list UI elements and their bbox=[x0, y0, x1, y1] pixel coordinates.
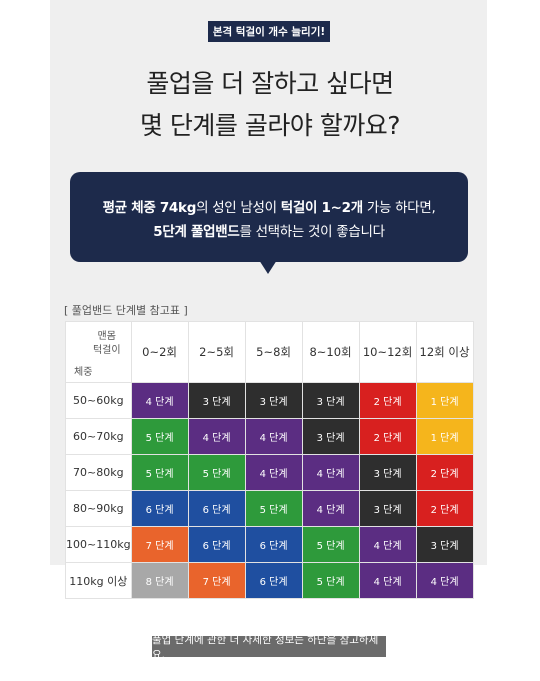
table-header-row: 맨몸 턱걸이 체중 0~2회 2~5회 5~8회 8~10회 10~12회 12회 이상 bbox=[65, 321, 474, 383]
row-header-weight: 110kg 이상 bbox=[65, 562, 132, 599]
band-level-cell: 5 단계 bbox=[130, 418, 189, 455]
table-corner-cell: 맨몸 턱걸이 체중 bbox=[65, 321, 132, 383]
band-level-cell: 6 단계 bbox=[130, 490, 189, 527]
bubble-text-segment: 를 선택하는 것이 좋습니다 bbox=[239, 224, 385, 240]
table-row: 80~90kg 6 단계 6 단계 5 단계 4 단계 3 단계 2 단계 bbox=[65, 490, 474, 527]
band-level-cell: 4 단계 bbox=[301, 454, 360, 491]
band-level-cell: 5 단계 bbox=[301, 526, 360, 563]
table-row: 70~80kg 5 단계 5 단계 4 단계 4 단계 3 단계 2 단계 bbox=[65, 454, 474, 491]
band-level-cell: 2 단계 bbox=[415, 454, 474, 491]
column-header: 8~10회 bbox=[301, 321, 360, 383]
column-header: 0~2회 bbox=[130, 321, 189, 383]
band-level-cell: 6 단계 bbox=[244, 562, 303, 599]
row-header-weight: 50~60kg bbox=[65, 382, 132, 419]
column-header: 10~12회 bbox=[358, 321, 417, 383]
band-level-cell: 5 단계 bbox=[130, 454, 189, 491]
bubble-text-segment: 의 성인 남성이 bbox=[196, 200, 281, 216]
band-reference-table: 맨몸 턱걸이 체중 0~2회 2~5회 5~8회 8~10회 10~12회 12회 이상 5… bbox=[65, 321, 474, 599]
corner-label-weight: 체중 bbox=[74, 367, 93, 378]
band-level-cell: 4 단계 bbox=[301, 490, 360, 527]
band-level-cell: 3 단계 bbox=[301, 418, 360, 455]
band-level-cell: 4 단계 bbox=[130, 382, 189, 419]
table-row: 50~60kg 4 단계 3 단계 3 단계 3 단계 2 단계 1 단계 bbox=[65, 382, 474, 419]
band-level-cell: 1 단계 bbox=[415, 418, 474, 455]
row-header-weight: 60~70kg bbox=[65, 418, 132, 455]
band-level-cell: 6 단계 bbox=[187, 526, 246, 563]
corner-label-pullups: 맨몸 턱걸이 bbox=[92, 331, 121, 356]
bubble-tail bbox=[259, 260, 277, 274]
bubble-text-segment: 5단계 풀업밴드 bbox=[153, 224, 240, 240]
band-level-cell: 5 단계 bbox=[187, 454, 246, 491]
band-level-cell: 2 단계 bbox=[358, 382, 417, 419]
column-header: 5~8회 bbox=[244, 321, 303, 383]
band-level-cell: 3 단계 bbox=[358, 490, 417, 527]
band-level-cell: 3 단계 bbox=[358, 454, 417, 491]
band-level-cell: 4 단계 bbox=[187, 418, 246, 455]
band-level-cell: 2 단계 bbox=[415, 490, 474, 527]
band-level-cell: 7 단계 bbox=[130, 526, 189, 563]
band-level-cell: 3 단계 bbox=[187, 382, 246, 419]
band-level-cell: 8 단계 bbox=[130, 562, 189, 599]
row-header-weight: 80~90kg bbox=[65, 490, 132, 527]
column-header: 12회 이상 bbox=[415, 321, 474, 383]
bubble-text-segment: 평균 체중 74kg bbox=[102, 200, 197, 216]
table-row: 110kg 이상 8 단계 7 단계 6 단계 5 단계 4 단계 4 단계 bbox=[65, 562, 474, 599]
header-badge: 본격 턱걸이 개수 늘리기! bbox=[208, 21, 330, 42]
bubble-line-1: 평균 체중 74kg의 성인 남성이 턱걸이 1~2개 가능 하다면, bbox=[70, 196, 468, 216]
bubble-text-segment: 가능 하다면, bbox=[362, 200, 436, 216]
headline-line-2: 몇 단계를 골라야 할까요? bbox=[139, 111, 401, 140]
footer-note: 풀업 단계에 관한 더 자세한 정보는 하단을 참고하세요. bbox=[152, 634, 386, 661]
speech-bubble: 평균 체중 74kg의 성인 남성이 턱걸이 1~2개 가능 하다면, 5단계 … bbox=[70, 172, 468, 274]
band-level-cell: 1 단계 bbox=[415, 382, 474, 419]
table-row: 60~70kg 5 단계 4 단계 4 단계 3 단계 2 단계 1 단계 bbox=[65, 418, 474, 455]
row-header-weight: 70~80kg bbox=[65, 454, 132, 491]
table-row: 100~110kg 7 단계 6 단계 6 단계 5 단계 4 단계 3 단계 bbox=[65, 526, 474, 563]
band-level-cell: 5 단계 bbox=[301, 562, 360, 599]
column-header: 2~5회 bbox=[187, 321, 246, 383]
band-level-cell: 2 단계 bbox=[358, 418, 417, 455]
band-level-cell: 3 단계 bbox=[415, 526, 474, 563]
band-level-cell: 4 단계 bbox=[358, 526, 417, 563]
bubble-text-segment: 턱걸이 1~2개 bbox=[280, 200, 363, 216]
band-level-cell: 3 단계 bbox=[244, 382, 303, 419]
band-level-cell: 6 단계 bbox=[187, 490, 246, 527]
band-level-cell: 3 단계 bbox=[301, 382, 360, 419]
band-level-cell: 5 단계 bbox=[244, 490, 303, 527]
band-level-cell: 4 단계 bbox=[244, 418, 303, 455]
band-level-cell: 4 단계 bbox=[415, 562, 474, 599]
band-level-cell: 7 단계 bbox=[187, 562, 246, 599]
table-title: [ 풀업밴드 단계별 참고표 ] bbox=[64, 304, 188, 317]
band-level-cell: 6 단계 bbox=[244, 526, 303, 563]
headline-line-1: 풀업을 더 잘하고 싶다면 bbox=[146, 69, 394, 98]
row-header-weight: 100~110kg bbox=[65, 526, 132, 563]
band-level-cell: 4 단계 bbox=[358, 562, 417, 599]
band-level-cell: 4 단계 bbox=[244, 454, 303, 491]
bubble-line-2: 5단계 풀업밴드를 선택하는 것이 좋습니다 bbox=[70, 220, 468, 240]
